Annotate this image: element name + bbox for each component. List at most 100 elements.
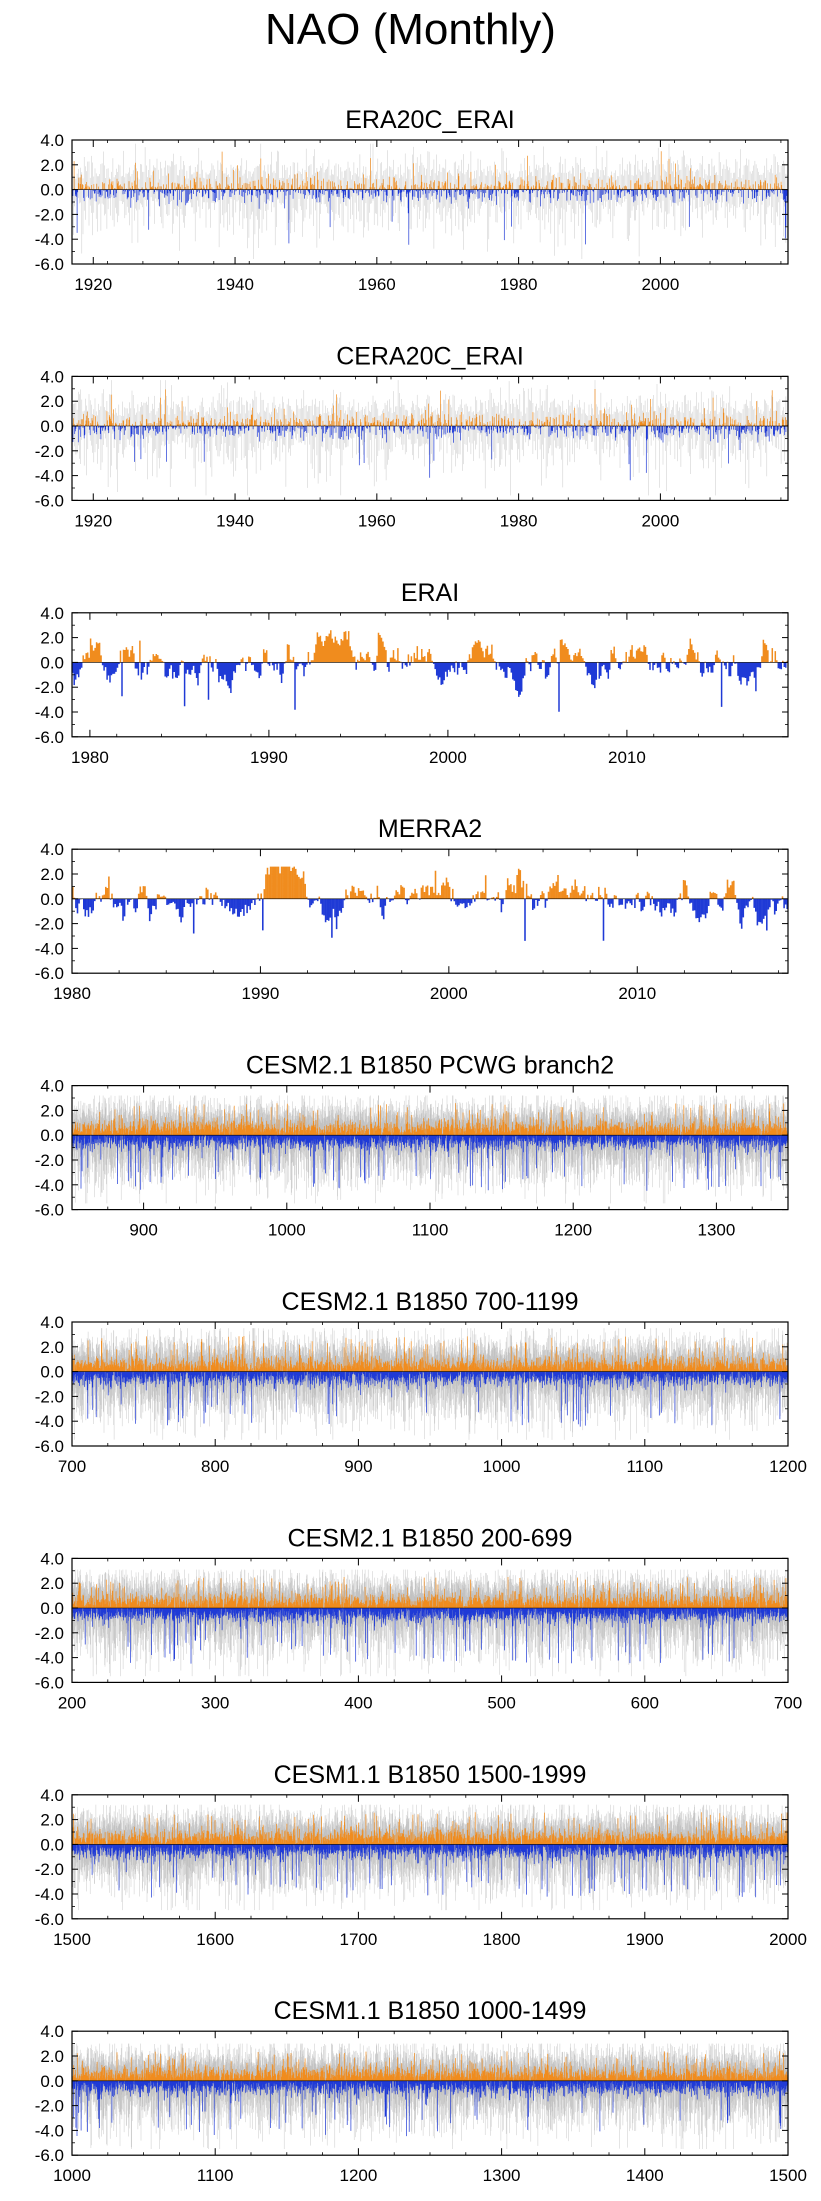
panel-title: MERRA2 <box>378 815 482 843</box>
panel-title: CESM1.1 B1850 1500-1999 <box>274 1761 587 1789</box>
y-tick-label: -4.0 <box>35 703 64 722</box>
y-tick-label: 0.0 <box>40 1126 64 1145</box>
chart-panel-6: CESM2.1 B1850 700-1199 4.0 2.0 0.0 -2.0 -4.0 -… <box>35 1288 807 1476</box>
y-tick-label: -4.0 <box>35 1176 64 1195</box>
negative-bars <box>71 662 787 712</box>
y-tick-label: 0.0 <box>40 1599 64 1618</box>
x-tick-label: 2000 <box>641 511 679 530</box>
x-tick-label: 700 <box>774 1693 802 1712</box>
y-tick-label: -4.0 <box>35 467 64 486</box>
y-tick-label: 2.0 <box>40 629 64 648</box>
y-tick-label: -6.0 <box>35 728 64 747</box>
x-tick-label: 1940 <box>216 511 254 530</box>
y-tick-label: 0.0 <box>40 1835 64 1854</box>
x-tick-label: 1200 <box>554 1221 592 1240</box>
y-tick-label: 0.0 <box>40 1363 64 1382</box>
y-tick-label: 2.0 <box>40 156 64 175</box>
y-tick-label: 4.0 <box>40 840 64 859</box>
panel-title: CESM2.1 B1850 PCWG branch2 <box>246 1052 614 1080</box>
x-tick-label: 800 <box>201 1457 229 1476</box>
x-tick-label: 1000 <box>268 1221 306 1240</box>
y-tick-label: -2.0 <box>35 1151 64 1170</box>
positive-bars <box>73 151 784 190</box>
x-tick-label: 1980 <box>500 511 538 530</box>
y-tick-label: -4.0 <box>35 1649 64 1668</box>
y-tick-label: 4.0 <box>40 131 64 150</box>
y-tick-label: 4.0 <box>40 604 64 623</box>
y-tick-label: -6.0 <box>35 255 64 274</box>
x-tick-label: 2000 <box>430 984 468 1003</box>
y-tick-label: 2.0 <box>40 1101 64 1120</box>
y-tick-label: -4.0 <box>35 230 64 249</box>
chart-panel-9: CESM1.1 B1850 1000-1499 4.0 2.0 0.0 -2.0 -4.0… <box>35 1997 807 2185</box>
y-tick-label: 4.0 <box>40 367 64 386</box>
y-tick-label: -6.0 <box>35 1673 64 1692</box>
positive-bars <box>72 866 784 899</box>
x-tick-label: 1700 <box>339 1930 377 1949</box>
y-tick-label: -4.0 <box>35 1885 64 1904</box>
panel-title: ERA20C_ERAI <box>345 106 515 134</box>
x-tick-label: 1980 <box>71 748 109 767</box>
y-tick-label: -2.0 <box>35 442 64 461</box>
page-title: NAO (Monthly) <box>265 5 556 54</box>
x-tick-label: 1300 <box>697 1221 735 1240</box>
x-tick-label: 2010 <box>608 748 646 767</box>
x-tick-label: 1600 <box>196 1930 234 1949</box>
x-tick-label: 2000 <box>641 275 679 294</box>
spread-lines <box>72 143 788 259</box>
x-tick-label: 1500 <box>53 1930 91 1949</box>
chart-panel-3: ERAI 4.0 2.0 0.0 -2.0 -4.0 -6.0 1980 1990 2000 201… <box>35 579 789 767</box>
panel-title: CESM2.1 B1850 200-699 <box>288 1524 573 1552</box>
y-tick-label: 0.0 <box>40 2072 64 2091</box>
y-tick-label: -6.0 <box>35 1910 64 1929</box>
chart-panel-5: CESM2.1 B1850 PCWG branch2 4.0 2.0 0.0 -2.0 -… <box>35 1052 789 1240</box>
y-tick-label: -2.0 <box>35 1624 64 1643</box>
y-tick-label: 2.0 <box>40 2047 64 2066</box>
x-tick-label: 700 <box>58 1457 86 1476</box>
x-tick-label: 400 <box>344 1693 372 1712</box>
x-tick-label: 1940 <box>216 275 254 294</box>
x-tick-label: 1920 <box>74 511 112 530</box>
spread-path <box>72 143 788 259</box>
plot-frame <box>71 139 789 265</box>
y-tick-label: 0.0 <box>40 653 64 672</box>
y-tick-label: 4.0 <box>40 1313 64 1332</box>
x-tick-label: 2010 <box>618 984 656 1003</box>
x-tick-label: 500 <box>487 1693 515 1712</box>
x-tick-label: 1200 <box>339 2166 377 2185</box>
y-tick-label: -4.0 <box>35 2121 64 2140</box>
chart-panel-1: ERA20C_ERAI 4.0 2.0 0.0 -2.0 -4.0 -6.0 1920 1940… <box>35 106 789 294</box>
x-tick-label: 1990 <box>242 984 280 1003</box>
y-tick-label: 2.0 <box>40 392 64 411</box>
y-tick-label: 4.0 <box>40 2022 64 2041</box>
y-tick-label: -6.0 <box>35 2146 64 2165</box>
x-tick-label: 300 <box>201 1693 229 1712</box>
y-tick-label: 0.0 <box>40 890 64 909</box>
panel-title: CESM2.1 B1850 700-1199 <box>282 1288 579 1316</box>
chart-panel-7: CESM2.1 B1850 200-699 4.0 2.0 0.0 -2.0 -4.0 -6… <box>35 1524 802 1712</box>
y-tick-label: 0.0 <box>40 417 64 436</box>
x-tick-label: 1500 <box>769 2166 807 2185</box>
x-tick-label: 1900 <box>626 1930 664 1949</box>
y-tick-label: 4.0 <box>40 1549 64 1568</box>
x-tick-label: 1300 <box>483 2166 521 2185</box>
x-tick-label: 2000 <box>769 1930 807 1949</box>
y-tick-label: 2.0 <box>40 1574 64 1593</box>
x-tick-label: 2000 <box>429 748 467 767</box>
panel-title: CESM1.1 B1850 1000-1499 <box>274 1997 587 2025</box>
x-tick-label: 1800 <box>483 1930 521 1949</box>
y-tick-label: -4.0 <box>35 1412 64 1431</box>
y-tick-label: -2.0 <box>35 2097 64 2116</box>
negative-bars <box>75 898 788 941</box>
x-tick-label: 1200 <box>769 1457 807 1476</box>
x-tick-label: 900 <box>129 1221 157 1240</box>
x-tick-label: 1100 <box>412 1221 449 1240</box>
x-tick-label: 1100 <box>627 1457 664 1476</box>
y-tick-label: -2.0 <box>35 1387 64 1406</box>
x-tick-label: 600 <box>631 1693 659 1712</box>
positive-bars <box>82 630 789 663</box>
y-tick-label: -6.0 <box>35 491 64 510</box>
x-tick-label: 1990 <box>250 748 288 767</box>
x-tick-label: 1960 <box>358 275 396 294</box>
